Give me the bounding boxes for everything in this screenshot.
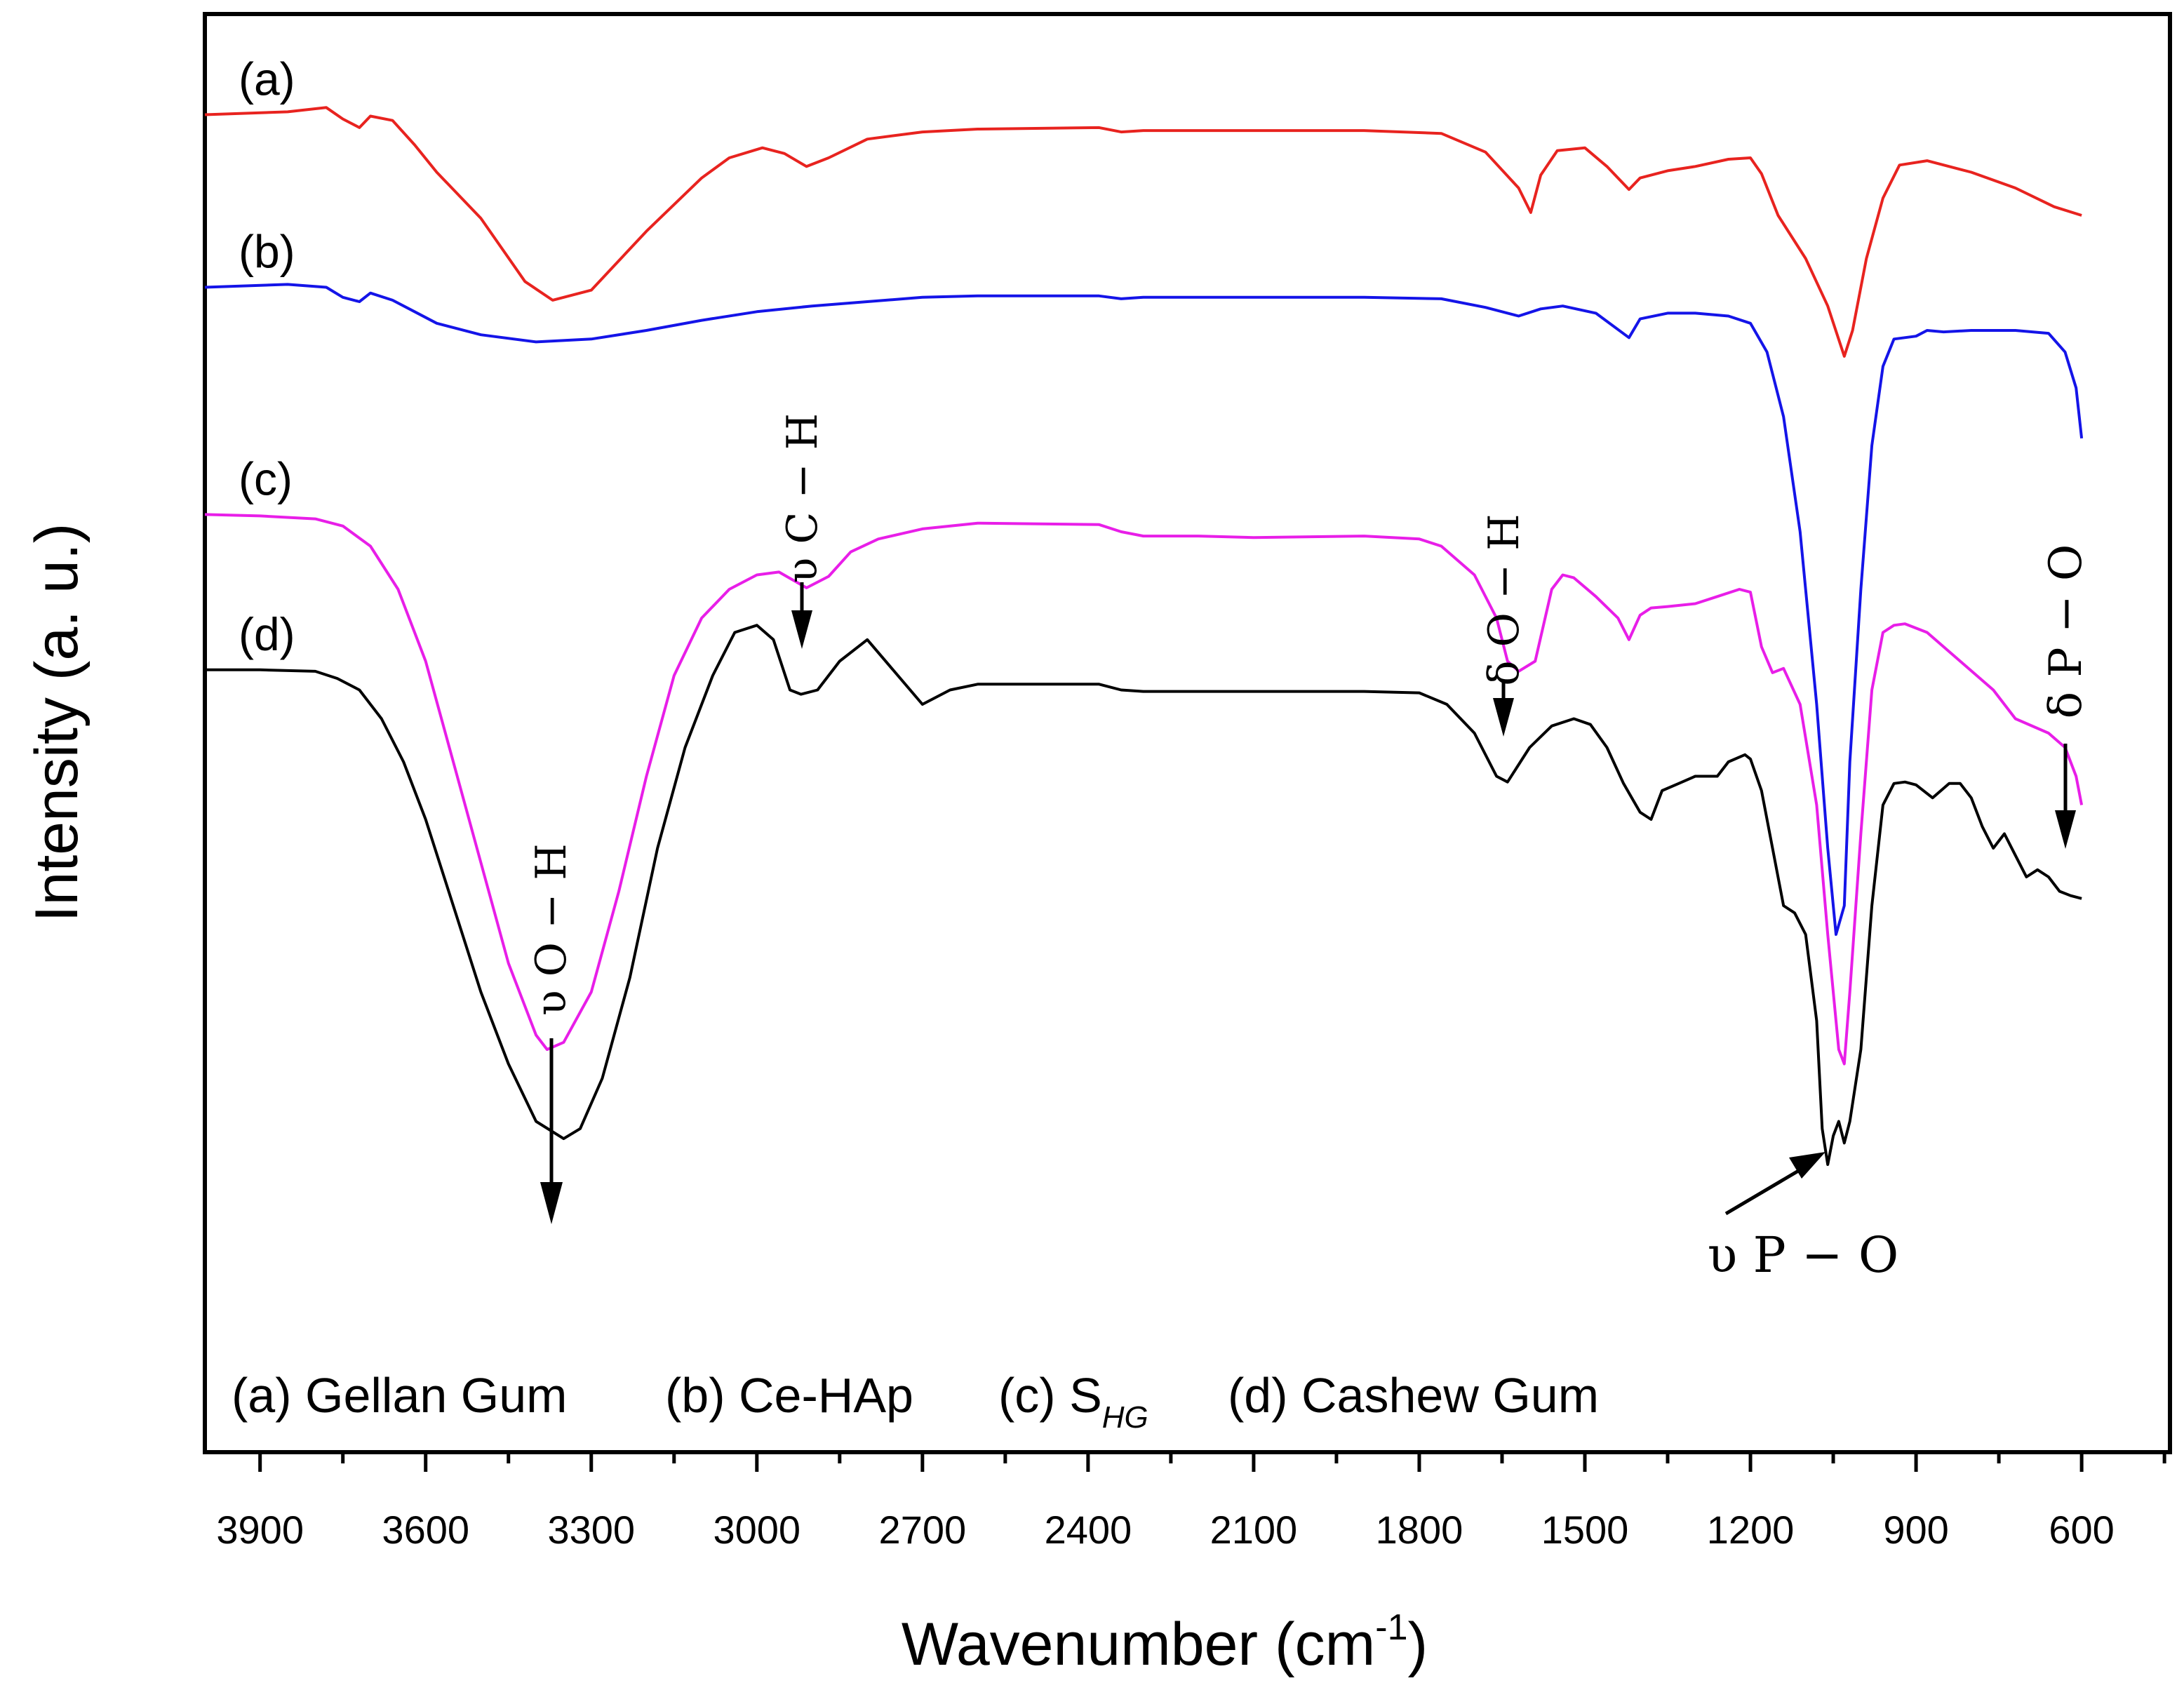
series-label-b: (b) <box>239 226 295 278</box>
series-label-a: (a) <box>239 53 295 105</box>
annotation-oh-stretch-arrowhead <box>540 1182 563 1224</box>
legend: (a) Gellan Gum (b) Ce-HAp (c) SHG (d) Ca… <box>232 1368 1599 1435</box>
x-axis-tick-labels: 3900 3600 3300 3000 2700 2400 2100 1800 1500 1200… <box>216 1508 2114 1552</box>
annotation-po-stretch-arrow-line <box>1724 1168 1801 1216</box>
legend-entry-b: (b) Ce-HAp <box>665 1368 913 1423</box>
x-tick-label: 3900 <box>216 1508 304 1552</box>
annotation-po-bend-arrowhead <box>2055 810 2076 849</box>
x-tick-label: 3300 <box>547 1508 635 1552</box>
series-label-d: (d) <box>239 608 295 660</box>
x-tick-label: 1500 <box>1541 1508 1629 1552</box>
y-axis-title: Intensity (a. u.) <box>23 523 91 923</box>
legend-entry-c: (c) SHG <box>998 1368 1148 1435</box>
annotation-oh-bend-label: δ O − H <box>1480 514 1529 685</box>
x-axis-ticks <box>258 1452 2166 1472</box>
series-line-a <box>204 106 2082 358</box>
x-tick-label: 3000 <box>714 1508 801 1552</box>
annotation-ch-stretch: υ C − H <box>778 413 827 649</box>
annotation-ch-stretch-label: υ C − H <box>778 413 827 583</box>
plot-frame <box>203 12 2172 1454</box>
series-labels: (a) (b) (c) (d) <box>239 53 295 660</box>
series-line-d <box>205 624 2082 1166</box>
series-group <box>204 106 2084 1166</box>
annotation-oh-stretch: υ O − H <box>527 843 576 1224</box>
legend-entry-a: (a) Gellan Gum <box>232 1368 567 1423</box>
annotation-po-bend: δ P − O <box>2040 544 2092 849</box>
series-label-c: (c) <box>239 452 293 504</box>
annotation-oh-bend-arrowhead <box>1493 698 1514 737</box>
x-axis-title: Wavenumber (cm-1) <box>902 1607 1428 1678</box>
x-tick-label: 600 <box>2049 1508 2114 1552</box>
annotation-po-stretch: υ P − O <box>1708 1152 1898 1284</box>
x-tick-label: 3600 <box>382 1508 469 1552</box>
series-line-b <box>204 283 2084 936</box>
x-tick-label: 1800 <box>1376 1508 1463 1552</box>
legend-entry-c-subscript: HG <box>1102 1400 1148 1435</box>
annotation-po-stretch-label: υ P − O <box>1708 1226 1898 1284</box>
annotation-po-bend-label: δ P − O <box>2040 544 2092 719</box>
series-line-c <box>204 513 2084 1066</box>
legend-entry-d: (d) Cashew Gum <box>1228 1368 1599 1423</box>
x-tick-label: 2700 <box>879 1508 967 1552</box>
annotation-oh-stretch-label: υ O − H <box>527 843 576 1015</box>
annotation-ch-stretch-arrowhead <box>791 610 812 649</box>
x-tick-label: 1200 <box>1707 1508 1795 1552</box>
x-tick-label: 2100 <box>1210 1508 1298 1552</box>
x-axis-title-superscript: -1 <box>1375 1607 1407 1648</box>
annotation-po-stretch-arrowhead <box>1789 1152 1825 1179</box>
annotation-oh-bend: δ O − H <box>1480 514 1529 737</box>
x-tick-label: 900 <box>1883 1508 1948 1552</box>
x-tick-label: 2400 <box>1045 1508 1132 1552</box>
